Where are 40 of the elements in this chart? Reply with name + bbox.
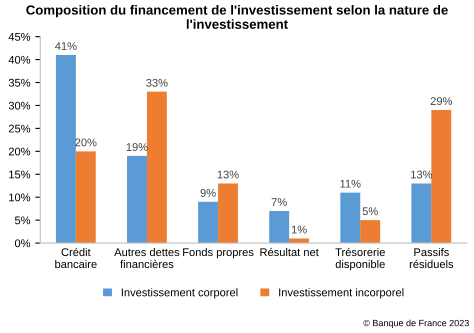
x-tick-label: Crédit bancaire bbox=[55, 248, 97, 268]
legend-label: Investissement incorporel bbox=[279, 288, 404, 299]
y-tick-label: 30% bbox=[8, 102, 30, 110]
text: © Banque de France 2023 bbox=[363, 320, 469, 328]
data-label: 11% bbox=[340, 180, 361, 188]
bar bbox=[360, 220, 380, 244]
data-label: 41% bbox=[55, 42, 77, 50]
bar bbox=[411, 183, 432, 244]
x-tick-label: Résultat net bbox=[260, 248, 319, 256]
bar bbox=[76, 151, 96, 244]
y-tick-label: 0% bbox=[14, 239, 30, 248]
y-tick-label: 35% bbox=[8, 78, 30, 87]
y-tick-label: 10% bbox=[9, 193, 30, 202]
bar bbox=[56, 54, 76, 244]
legend-label: Investissement corporel bbox=[122, 288, 238, 299]
bar bbox=[269, 210, 290, 244]
x-tick-label: Passifs résiduels bbox=[410, 248, 454, 268]
data-label: 29% bbox=[430, 97, 452, 106]
y-tick-label: 25% bbox=[8, 124, 30, 133]
x-tick-label: Fonds propres bbox=[183, 248, 254, 258]
bar bbox=[340, 192, 360, 244]
data-label: 5% bbox=[362, 207, 378, 216]
bar bbox=[127, 156, 147, 244]
y-tick-label: 15% bbox=[9, 170, 30, 178]
y-tick-label: 45% bbox=[8, 32, 30, 41]
bar bbox=[431, 110, 452, 244]
y-tick-label: 40% bbox=[8, 56, 30, 64]
data-label: 13% bbox=[218, 170, 239, 178]
data-label: 9% bbox=[200, 188, 216, 197]
data-label: 1% bbox=[292, 226, 307, 234]
chart-title: Composition du financement de l'investissement selon la nature de l'investissement bbox=[26, 4, 448, 29]
y-tick-label: 20% bbox=[8, 148, 30, 156]
data-label: 33% bbox=[146, 78, 168, 87]
y-tick-label: 5% bbox=[14, 216, 30, 224]
x-tick-label: Autres dettes financières bbox=[114, 248, 180, 268]
x-tick-label: Trésorerie disponible bbox=[335, 248, 385, 270]
bar bbox=[218, 183, 238, 244]
bar bbox=[198, 202, 218, 244]
data-label: 7% bbox=[272, 198, 287, 206]
bar bbox=[146, 92, 167, 244]
